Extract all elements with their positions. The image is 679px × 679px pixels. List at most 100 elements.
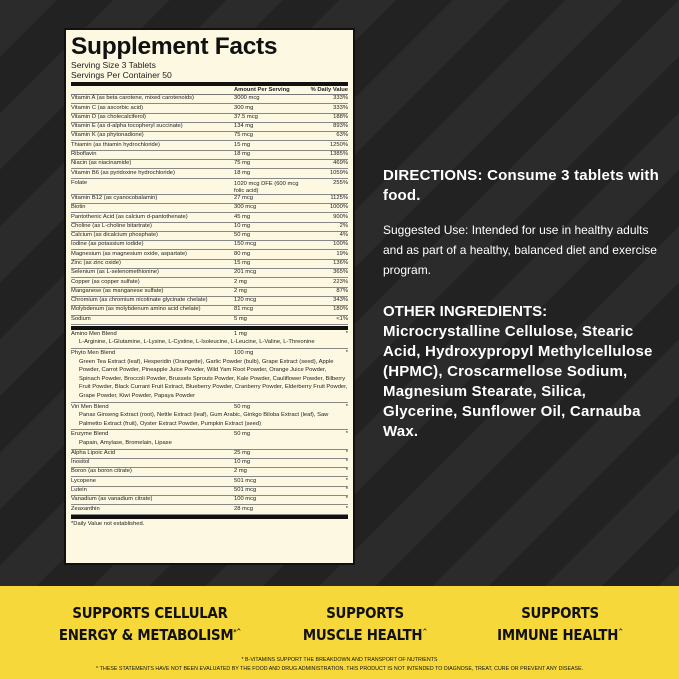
table-row: Sodium 5 mg <1% [71,316,348,325]
table-row: Vitamin K (as phytonadione) 75 mcg 63% [71,132,348,142]
blend-row: Viri Men Blend 50 mg * Panax Ginseng Extrac… [71,403,348,431]
claim-muscle: SUPPORTS MUSCLE HEALTH^ [302,604,428,645]
table-row: Alpha Lipoic Acid 25 mg * [71,450,348,459]
table-row: Thiamin (as thiamin hydrochloride) 15 mg 1… [71,141,348,151]
nutrient-dv: 1125% [330,194,348,201]
nutrient-name: Lutein [71,486,87,493]
nutrient-dv: 223% [333,278,348,285]
blend-dv: * [345,330,348,337]
nutrient-dv: 100% [333,241,348,248]
table-row: Lycopene 501 mcg * [71,477,348,487]
nutrient-amount: 45 mg [234,213,251,220]
table-row: Inositol 10 mg * [71,459,348,469]
dv-header: % Daily Value [310,87,348,93]
table-row: Choline (as L-choline bitartrate) 10 mg 2% [71,223,348,232]
nutrient-amount: 10 mg [234,222,251,229]
nutrient-dv: 333% [333,104,348,111]
nutrient-dv: 900% [333,213,348,220]
nutrient-amount: 10 mg [234,459,251,466]
table-row: Vitamin B12 (as cyanocobalamin) 27 mcg 112… [71,195,348,204]
blend-name: Phyto Men Blend [71,350,116,357]
nutrient-name: Choline (as L-choline bitartrate) [71,222,152,229]
nutrient-name: Vanadium (as vanadium citrate) [71,496,153,503]
nutrient-amount: 18 mg [234,169,251,176]
footnote: *Daily Value not established. [71,520,145,527]
nutrient-amount: 27 mcg [234,194,254,201]
table-row: Zeaxanthin 28 mcg * [71,505,348,515]
directions-section: DIRECTIONS: Consume 3 tablets with food.… [383,166,663,442]
nutrient-amount: 25 mg [234,449,251,456]
nutrient-dv: 1000% [329,204,348,211]
nutrient-dv: 343% [333,297,348,304]
blend-row: Enzyme Blend 50 mg * Papain, Amylase, Brome… [71,430,348,450]
nutrient-dv: 255% [333,179,348,186]
blend-ingredients: L-Arginine, L-Glutamine, L-Lysine, L-Cys… [79,339,315,346]
nutrient-amount: 120 mcg [234,297,257,304]
nutrient-dv: 365% [333,269,348,276]
suggested-use: Suggested Use: Intended for use in healt… [383,223,657,277]
nutrient-amount: 28 mcg [234,505,254,512]
table-row: Vitamin C (as ascorbic acid) 300 mg 333% [71,104,348,114]
nutrient-amount: 501 mcg [234,486,257,493]
table-row: Manganese (as manganese sulfate) 2 mg 87% [71,288,348,297]
fda-disclaimer: ^ THESE STATEMENTS HAVE NOT BEEN EVALUAT… [95,666,584,672]
blend-ingredients: Papain, Amylase, Bromelain, Lipase [79,439,172,446]
nutrient-amount: 18 mg [234,151,251,158]
nutrient-amount: 81 mcg [234,306,254,313]
nutrient-amount: 2 mg [234,287,247,294]
nutrient-name: Vitamin B12 (as cyanocobalamin) [71,194,158,201]
blend-ingredients: Panax Ginseng Extract (root), Nettle Ext… [79,412,329,427]
nutrient-dv: 469% [333,160,348,167]
claim-energy: SUPPORTS CELLULAR ENERGY & METABOLISM*^ [58,604,242,645]
nutrient-amount: 201 mcg [234,269,257,276]
nutrient-dv: 1250% [329,141,348,148]
nutrient-name: Vitamin A (as beta carotene, mixed carot… [71,95,194,102]
nutrient-dv: 87% [336,287,348,294]
nutrient-amount: 75 mcg [234,132,254,139]
nutrient-dv: 1385% [329,151,348,158]
nutrient-name: Vitamin K (as phytonadione) [71,132,144,139]
nutrient-name: Vitamin B6 (as pyridoxine hydrochloride) [71,169,175,176]
nutrient-name: Lycopene [71,477,96,484]
nutrient-dv: 2% [339,222,348,229]
nutrient-amount: 134 mg [234,123,254,130]
blend-amount: 1 mg [234,330,247,337]
blend-name: Viri Men Blend [71,403,109,410]
nutrient-amount: 3000 mcg [234,95,260,102]
nutrient-dv: 188% [333,113,348,120]
nutrient-name: Zinc (as zinc oxide) [71,260,121,266]
nutrient-name: Folate [71,179,88,186]
facts-title: Supplement Facts [71,33,278,60]
nutrient-dv: * [345,505,348,512]
table-row: Copper (as copper sulfate) 2 mg 223% [71,278,348,288]
table-row: Magnesium (as magnesium oxide, aspartate… [71,250,348,260]
nutrient-name: Selenium (as L-selenomethionine) [71,269,159,276]
nutrient-dv: 136% [333,260,348,266]
claims-band: SUPPORTS CELLULAR ENERGY & METABOLISM*^ S… [0,586,679,679]
blend-ingredients: Green Tea Extract (leaf), Hesperidin (Or… [79,358,348,399]
nutrient-amount: 80 mg [234,250,251,257]
nutrient-name: Magnesium (as magnesium oxide, aspartate… [71,250,187,257]
nutrient-name: Zeaxanthin [71,505,100,512]
nutrient-name: Molybdenum (as molybdenum amino acid che… [71,306,201,313]
nutrient-name: Riboflavin [71,151,97,158]
table-row: Calcium (as dicalcium phosphate) 50 mg 4% [71,232,348,242]
divider [71,82,348,86]
nutrient-dv: 333% [333,95,348,102]
nutrient-amount: 15 mg [234,260,251,266]
nutrient-amount: 501 mcg [234,477,257,484]
table-row: Zinc (as zinc oxide) 15 mg 136% [71,260,348,270]
nutrient-name: Chromium (as chromium nicotinate glycina… [71,297,208,304]
table-row: Biotin 300 mcg 1000% [71,204,348,214]
table-row: Iodine (as potassium iodide) 150 mcg 100% [71,241,348,251]
nutrient-amount: 15 mg [234,141,251,148]
nutrient-name: Alpha Lipoic Acid [71,449,116,456]
nutrient-amount: 150 mcg [234,241,257,248]
supplement-facts-panel: Supplement Facts Serving Size 3 Tablets … [64,28,355,565]
amount-header: Amount Per Serving [234,87,290,93]
table-row: Vitamin E (as d-alpha tocopheryl succina… [71,123,348,133]
nutrient-name: Biotin [71,204,86,211]
table-row: Niacin (as niacinamide) 75 mg 469% [71,160,348,170]
table-row: Pantothenic Acid (as calcium d-pantothen… [71,213,348,223]
directions: DIRECTIONS: Consume 3 tablets with food. [383,167,659,204]
